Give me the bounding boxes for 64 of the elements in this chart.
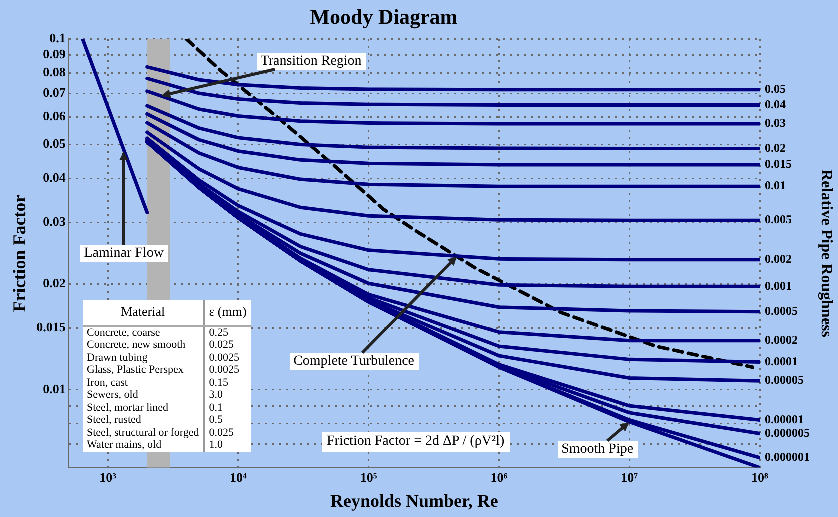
series-label: 0.05 (765, 82, 786, 96)
x-tick-label: 10⁷ (621, 470, 638, 485)
annotation: 0.0025 (204, 364, 251, 376)
annotation: Steel, structural or forged (86, 426, 200, 439)
annotation: Concrete, coarse (86, 326, 162, 339)
annotation: Iron, cast (86, 376, 129, 389)
annotation: 3.0 (204, 389, 251, 402)
y-tick-label: 0.09 (43, 46, 66, 62)
annotation: ε (mm) (204, 300, 251, 326)
series-label: 0.00001 (765, 412, 804, 426)
annotation: 0.25 (204, 326, 251, 339)
annotation: Sewers, old (86, 389, 140, 402)
annotation: 0.025 (204, 426, 251, 439)
y-tick-label: 0.02 (43, 276, 66, 291)
y-tick-label: 0.06 (43, 108, 66, 124)
annotation: Concrete, new smooth (86, 339, 187, 352)
annotation: 0.0025 (204, 352, 251, 364)
annotation: 0.025 (204, 339, 251, 352)
annotation: Glass, Plastic Perspex (86, 364, 185, 376)
y-tick-label: 0.04 (43, 170, 66, 186)
y2-axis-title: Relative Pipe Roughness (818, 170, 835, 338)
series-label: 0.04 (765, 97, 786, 112)
series-label: 0.02 (765, 140, 786, 155)
y-tick-label: 0.08 (43, 64, 66, 80)
chart-title: Moody Diagram (310, 5, 458, 30)
y-tick-label: 0.1 (50, 30, 66, 46)
series-label: 0.00005 (765, 373, 804, 388)
series-label: 0.000005 (765, 426, 810, 440)
annotation: Drawn tubing (86, 352, 149, 364)
series-label: 0.001 (765, 278, 792, 293)
annotation: Water mains, old (86, 439, 163, 452)
y-tick-label: 0.01 (43, 381, 66, 396)
annotation: 1.0 (204, 439, 251, 452)
series-label: 0.01 (765, 178, 786, 193)
annotation: Steel, mortar lined (86, 402, 170, 414)
series-label: 0.0001 (765, 354, 798, 368)
annotation: Friction Factor = 2d ΔP / (ρV²l) (322, 432, 510, 452)
y-tick-label: 0.015 (36, 320, 66, 335)
annotation: Laminar Flow (80, 244, 168, 262)
y-tick-label: 0.07 (43, 84, 66, 100)
x-axis-title: Reynolds Number, Re (330, 490, 498, 511)
annotation: 0.15 (204, 376, 251, 389)
x-tick-label: 10⁶ (490, 470, 508, 485)
series-label: 0.005 (765, 212, 792, 227)
x-tick-label: 10⁸ (752, 470, 769, 485)
annotation: Complete Turbulence (290, 353, 419, 370)
annotation: Smooth Pipe (558, 440, 638, 458)
x-tick-label: 10⁵ (360, 470, 378, 485)
series-label: 0.015 (765, 157, 792, 172)
annotation: Transition Region (256, 52, 366, 70)
series-label: 0.000001 (765, 450, 810, 464)
series-label: 0.002 (765, 252, 792, 266)
series-label: 0.0005 (765, 304, 798, 318)
x-tick-label: 10⁴ (230, 470, 248, 485)
y-axis-title: Friction Factor (9, 194, 30, 312)
annotation: Steel, rusted (86, 414, 142, 426)
x-tick-label: 10³ (100, 470, 117, 485)
y-tick-label: 0.03 (43, 214, 66, 229)
annotation: 0.1 (204, 402, 251, 414)
series-label: 0.03 (765, 116, 786, 130)
series-label: 0.0002 (765, 333, 798, 348)
annotation: 0.5 (204, 414, 251, 426)
y-tick-label: 0.05 (43, 136, 66, 152)
annotation: Material (83, 300, 204, 326)
